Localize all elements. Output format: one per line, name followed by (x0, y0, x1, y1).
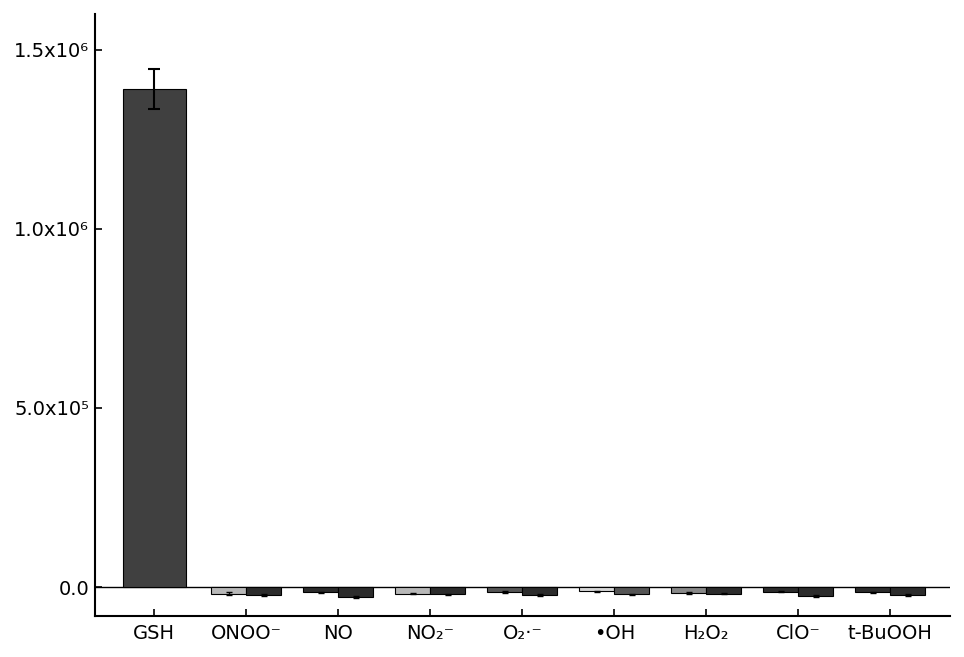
Bar (798, 587, 833, 596)
Bar (395, 587, 430, 593)
Bar (247, 587, 281, 595)
Bar (763, 587, 798, 592)
Bar (304, 587, 338, 593)
Bar (671, 587, 707, 593)
Bar (211, 587, 247, 593)
Bar (488, 587, 522, 592)
Bar (338, 587, 373, 597)
Bar (430, 587, 466, 595)
Bar (522, 587, 557, 595)
Bar (707, 587, 741, 593)
Bar (579, 587, 614, 591)
Bar (855, 587, 891, 593)
Bar (614, 587, 650, 595)
Bar (891, 587, 925, 595)
Bar (122, 89, 186, 587)
